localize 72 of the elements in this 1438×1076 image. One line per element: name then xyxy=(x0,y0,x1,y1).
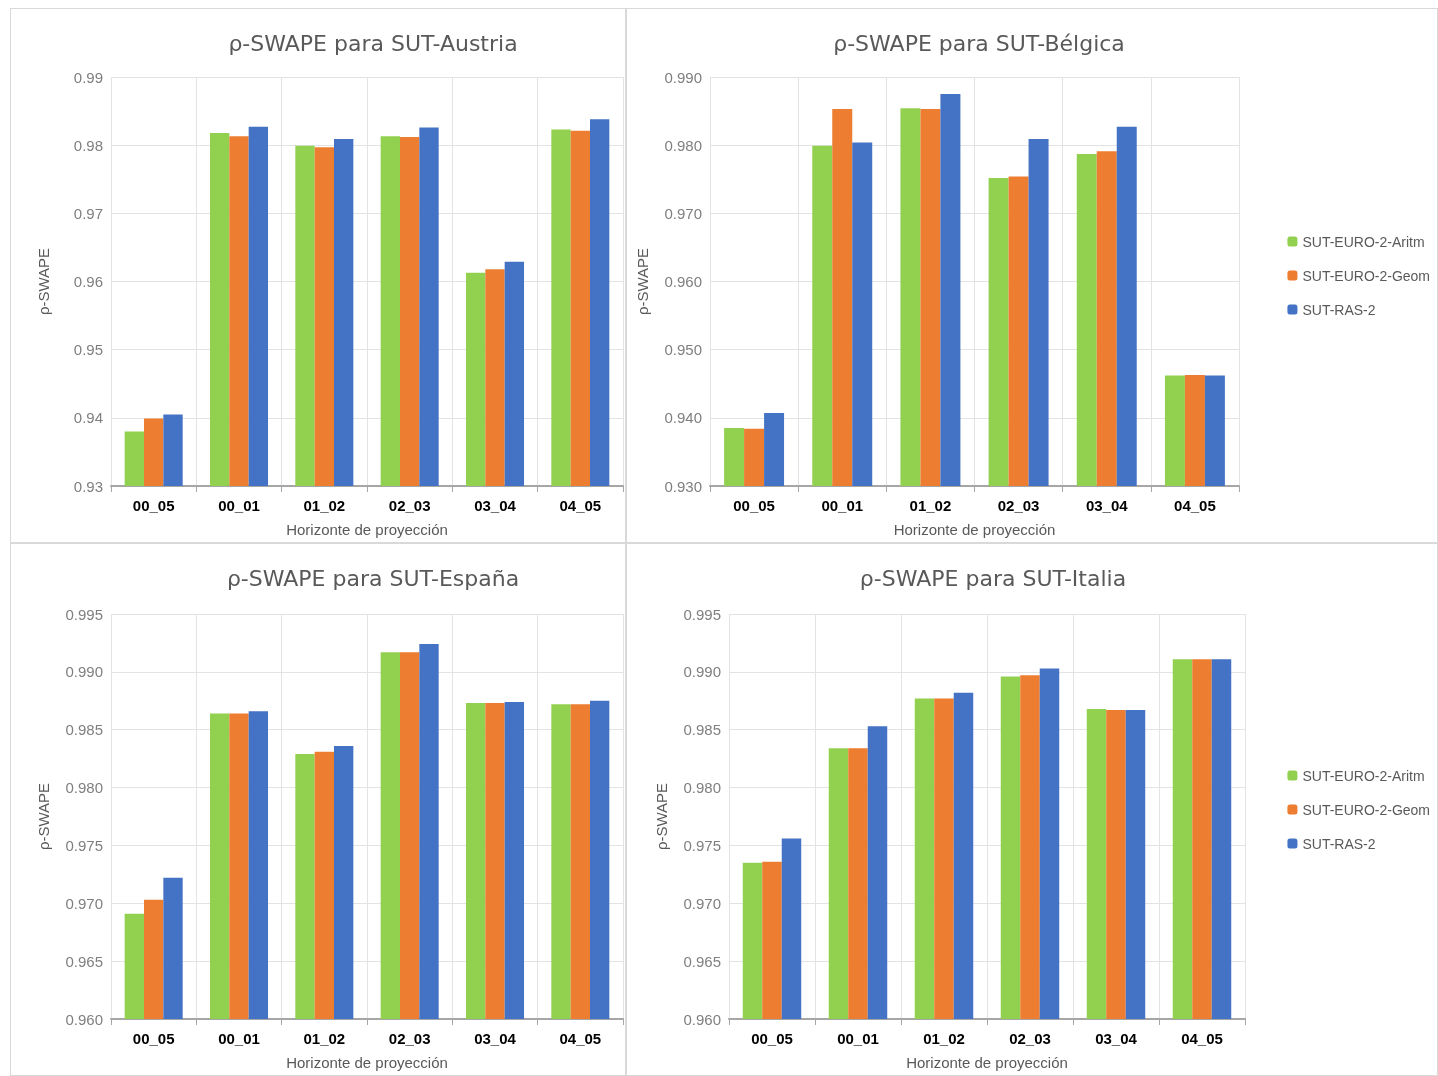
x-tick-label: 01_02 xyxy=(303,497,346,514)
y-axis-title: ρ-SWAPE xyxy=(35,247,52,316)
y-tick-label: 0.995 xyxy=(683,605,721,623)
y-tick-label: 0.93 xyxy=(73,477,103,495)
x-axis-title: Horizonte de proyección xyxy=(286,1054,448,1071)
y-tick-label: 0.970 xyxy=(683,894,721,912)
y-tick-label: 0.970 xyxy=(65,894,103,912)
x-tick-label: 00_01 xyxy=(218,497,260,514)
y-tick-label: 0.960 xyxy=(683,1010,721,1028)
x-tick-label: 03_04 xyxy=(1085,497,1129,514)
x-tick-label: 03_04 xyxy=(474,497,517,514)
y-tick-label: 0.97 xyxy=(73,204,103,222)
x-tick-label: 00_05 xyxy=(733,497,775,514)
y-tick-label: 0.980 xyxy=(664,136,702,154)
legend-label: SUT-RAS-2 xyxy=(1302,835,1376,852)
x-tick-label: 03_04 xyxy=(474,1030,517,1047)
legend-label: SUT-EURO-2-Geom xyxy=(1302,801,1431,818)
chart-title: ρ-SWAPE para SUT-Austria xyxy=(228,30,518,56)
x-tick-label: 03_04 xyxy=(1095,1030,1138,1047)
legend-label: SUT-EURO-2-Aritm xyxy=(1302,767,1425,784)
legend-label: SUT-RAS-2 xyxy=(1302,301,1376,318)
y-tick-label: 0.990 xyxy=(683,663,721,681)
x-tick-label: 04_05 xyxy=(559,1030,602,1047)
y-axis-title: ρ-SWAPE xyxy=(653,782,670,851)
y-tick-label: 0.95 xyxy=(73,341,103,359)
y-tick-label: 0.990 xyxy=(65,663,103,681)
x-tick-label: 00_01 xyxy=(837,1030,879,1047)
y-tick-label: 0.930 xyxy=(664,477,702,495)
x-tick-label: 01_02 xyxy=(909,497,952,514)
y-tick-label: 0.965 xyxy=(683,952,721,970)
x-tick-label: 04_05 xyxy=(559,497,602,514)
y-tick-label: 0.94 xyxy=(73,409,103,427)
y-tick-label: 0.940 xyxy=(664,409,702,427)
x-tick-label: 00_05 xyxy=(751,1030,793,1047)
x-tick-label: 04_05 xyxy=(1181,1030,1223,1047)
legend-label: SUT-EURO-2-Aritm xyxy=(1302,233,1425,250)
x-tick-label: 02_03 xyxy=(388,497,431,514)
y-tick-label: 0.960 xyxy=(65,1010,103,1028)
y-tick-label: 0.950 xyxy=(664,341,702,359)
y-axis-title: ρ-SWAPE xyxy=(35,782,52,851)
y-tick-label: 0.960 xyxy=(664,273,702,290)
y-tick-label: 0.975 xyxy=(683,836,721,854)
x-axis-title: Horizonte de proyección xyxy=(286,521,448,538)
x-tick-label: 02_03 xyxy=(388,1030,431,1047)
y-tick-label: 0.980 xyxy=(683,779,721,797)
x-tick-label: 01_02 xyxy=(303,1030,346,1047)
y-tick-label: 0.985 xyxy=(65,721,103,739)
x-tick-label: 00_01 xyxy=(218,1030,260,1047)
y-axis-title: ρ-SWAPE xyxy=(634,247,651,316)
y-tick-label: 0.990 xyxy=(664,68,702,86)
x-axis-title: Horizonte de proyección xyxy=(906,1054,1068,1071)
y-tick-label: 0.96 xyxy=(73,273,103,290)
legend-label: SUT-EURO-2-Geom xyxy=(1302,267,1431,284)
y-tick-label: 0.985 xyxy=(683,721,721,739)
x-tick-label: 02_03 xyxy=(997,497,1040,514)
y-tick-label: 0.970 xyxy=(664,204,702,222)
x-tick-label: 04_05 xyxy=(1174,497,1216,514)
x-tick-label: 02_03 xyxy=(1009,1030,1051,1047)
y-tick-label: 0.980 xyxy=(65,779,103,797)
x-tick-label: 00_01 xyxy=(821,497,864,514)
x-tick-label: 01_02 xyxy=(923,1030,965,1047)
y-tick-label: 0.98 xyxy=(73,136,103,154)
x-tick-label: 00_05 xyxy=(132,1030,175,1047)
chart-title: ρ-SWAPE para SUT-Italia xyxy=(859,565,1127,591)
chart-title: ρ-SWAPE para SUT-Bélgica xyxy=(833,30,1125,56)
x-axis-title: Horizonte de proyección xyxy=(893,521,1056,538)
y-tick-label: 0.975 xyxy=(65,836,103,854)
y-tick-label: 0.995 xyxy=(65,605,103,623)
x-tick-label: 00_05 xyxy=(132,497,175,514)
y-tick-label: 0.99 xyxy=(73,68,103,86)
chart-title: ρ-SWAPE para SUT-España xyxy=(226,565,520,591)
y-tick-label: 0.965 xyxy=(65,952,103,970)
